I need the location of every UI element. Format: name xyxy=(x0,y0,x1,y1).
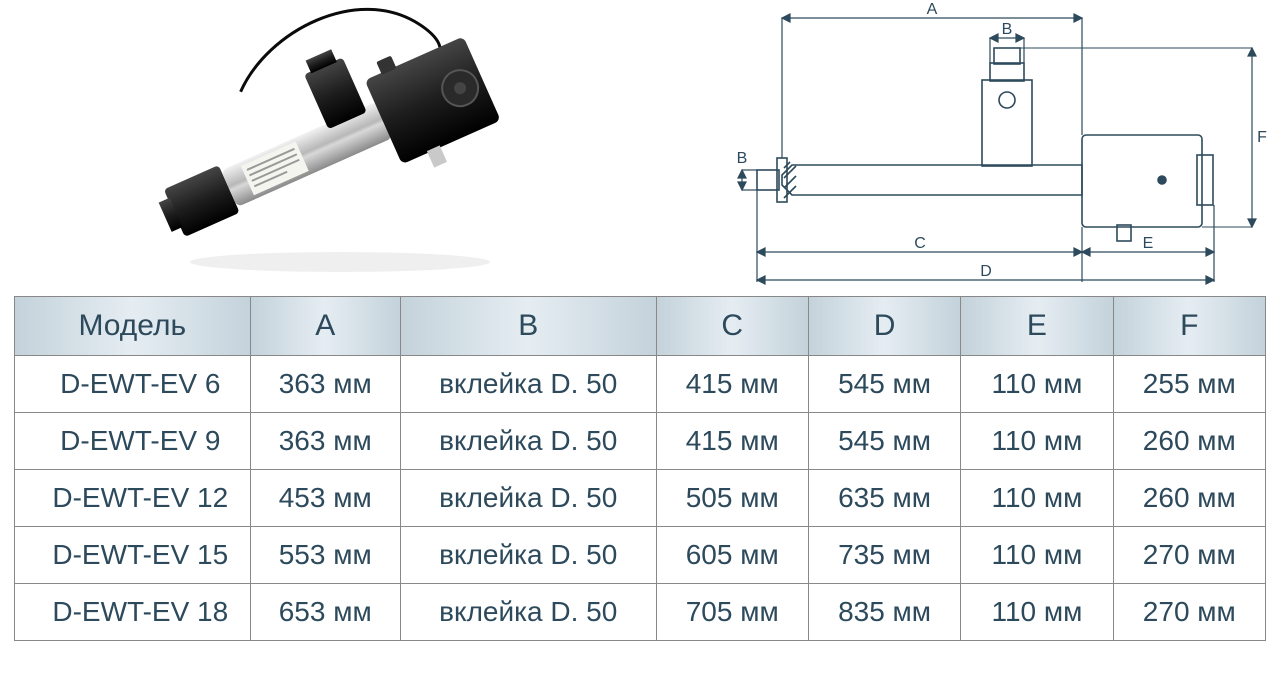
cell-b: вклейка D. 50 xyxy=(400,356,656,413)
col-header-a: A xyxy=(250,297,400,356)
table-row: D-EWT-EV 9 363 мм вклейка D. 50 415 мм 5… xyxy=(15,413,1266,470)
col-header-model: Модель xyxy=(15,297,251,356)
table-row: D-EWT-EV 18 653 мм вклейка D. 50 705 мм … xyxy=(15,584,1266,641)
cell-f: 270 мм xyxy=(1113,527,1265,584)
dim-label-b-left: B xyxy=(737,150,748,167)
cell-c: 605 мм xyxy=(656,527,808,584)
dim-label-e: E xyxy=(1143,235,1154,252)
dim-label-a: A xyxy=(927,1,938,18)
table-row: D-EWT-EV 15 553 мм вклейка D. 50 605 мм … xyxy=(15,527,1266,584)
cell-a: 653 мм xyxy=(250,584,400,641)
cell-d: 835 мм xyxy=(808,584,960,641)
table-header-row: Модель A B C D E F xyxy=(15,297,1266,356)
cell-e: 110 мм xyxy=(961,527,1113,584)
cell-model: D-EWT-EV 18 xyxy=(15,584,251,641)
cell-d: 545 мм xyxy=(808,413,960,470)
top-section: A B B C D E F xyxy=(0,0,1280,290)
cell-f: 255 мм xyxy=(1113,356,1265,413)
product-photo xyxy=(120,0,540,290)
dim-label-b-top: B xyxy=(1002,21,1013,38)
cell-b: вклейка D. 50 xyxy=(400,584,656,641)
cell-e: 110 мм xyxy=(961,356,1113,413)
dim-label-c: C xyxy=(914,235,926,252)
cell-e: 110 мм xyxy=(961,470,1113,527)
cell-a: 453 мм xyxy=(250,470,400,527)
table-row: D-EWT-EV 12 453 мм вклейка D. 50 505 мм … xyxy=(15,470,1266,527)
cell-b: вклейка D. 50 xyxy=(400,413,656,470)
cell-model: D-EWT-EV 15 xyxy=(15,527,251,584)
cell-d: 735 мм xyxy=(808,527,960,584)
cell-a: 553 мм xyxy=(250,527,400,584)
col-header-f: F xyxy=(1113,297,1265,356)
cell-model: D-EWT-EV 9 xyxy=(15,413,251,470)
cell-b: вклейка D. 50 xyxy=(400,527,656,584)
col-header-b: B xyxy=(400,297,656,356)
col-header-c: C xyxy=(656,297,808,356)
cell-c: 415 мм xyxy=(656,356,808,413)
cell-e: 110 мм xyxy=(961,413,1113,470)
cell-a: 363 мм xyxy=(250,413,400,470)
cell-model: D-EWT-EV 12 xyxy=(15,470,251,527)
cell-e: 110 мм xyxy=(961,584,1113,641)
col-header-e: E xyxy=(961,297,1113,356)
cell-a: 363 мм xyxy=(250,356,400,413)
cell-c: 505 мм xyxy=(656,470,808,527)
cell-c: 415 мм xyxy=(656,413,808,470)
cell-c: 705 мм xyxy=(656,584,808,641)
spec-table: Модель A B C D E F D-EWT-EV 6 363 мм вкл… xyxy=(14,296,1266,641)
table-row: D-EWT-EV 6 363 мм вклейка D. 50 415 мм 5… xyxy=(15,356,1266,413)
cell-d: 635 мм xyxy=(808,470,960,527)
cell-f: 270 мм xyxy=(1113,584,1265,641)
cell-d: 545 мм xyxy=(808,356,960,413)
cell-model: D-EWT-EV 6 xyxy=(15,356,251,413)
dim-label-f: F xyxy=(1257,129,1267,146)
dimension-diagram: A B B C D E F xyxy=(722,0,1272,288)
cell-f: 260 мм xyxy=(1113,413,1265,470)
cell-b: вклейка D. 50 xyxy=(400,470,656,527)
cell-f: 260 мм xyxy=(1113,470,1265,527)
dim-label-d: D xyxy=(980,263,992,280)
col-header-d: D xyxy=(808,297,960,356)
